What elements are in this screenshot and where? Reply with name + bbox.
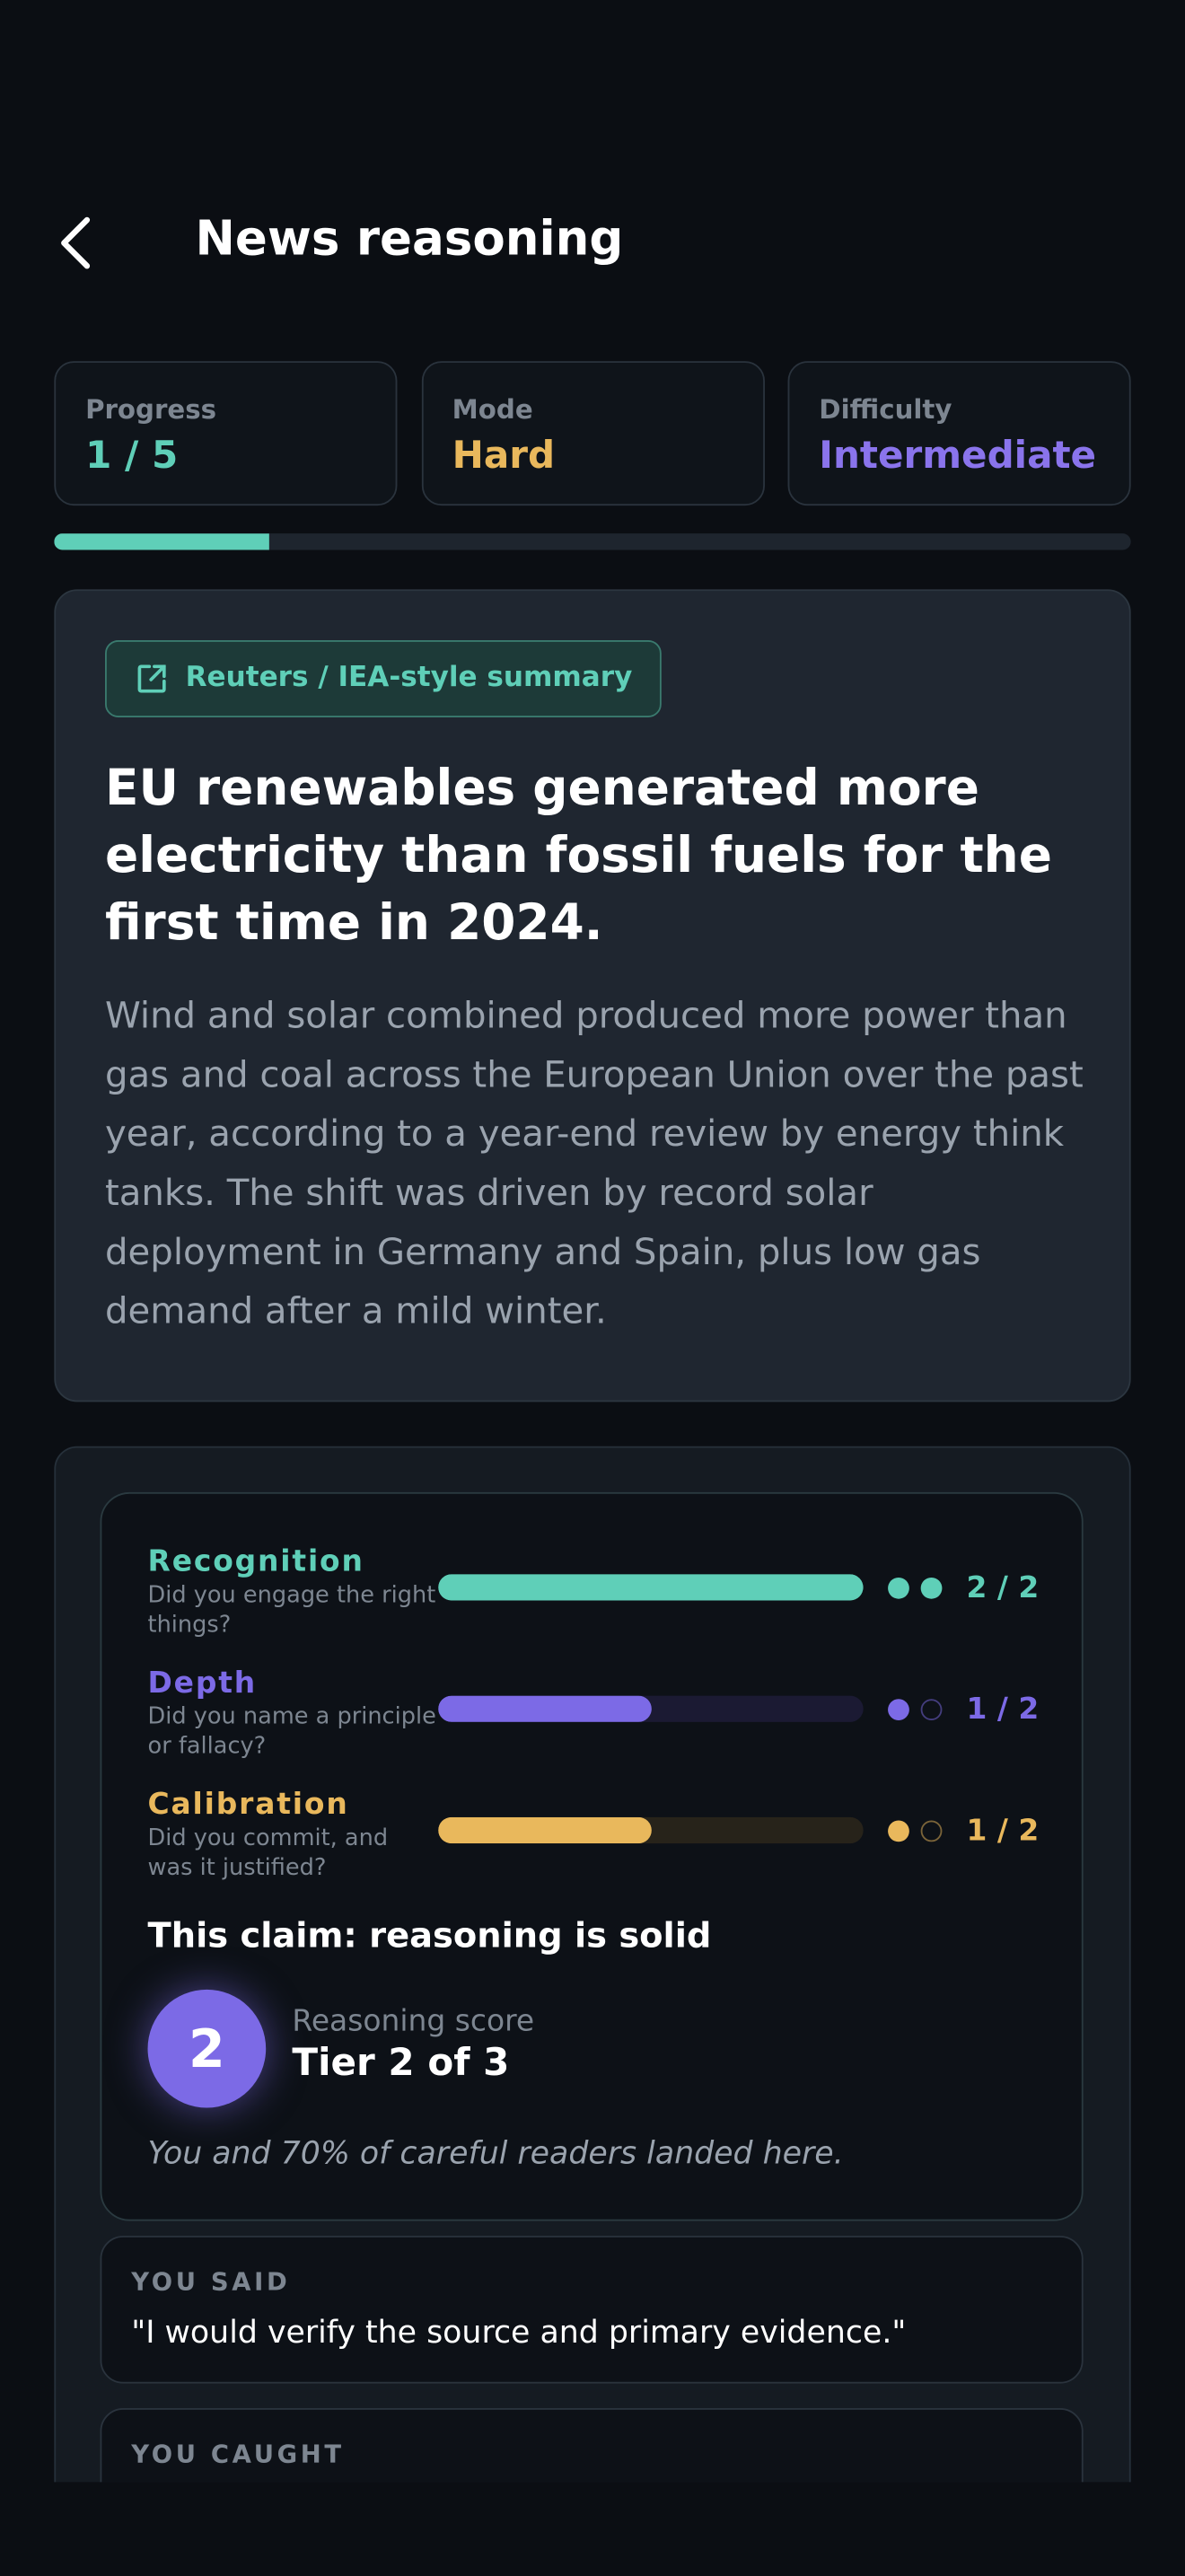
you-caught-card: YOU CAUGHT (100, 2408, 1084, 2483)
score-label: 1 / 2 (966, 1814, 1040, 1849)
score-dot (888, 1820, 909, 1842)
you-caught-label: YOU CAUGHT (131, 2439, 345, 2469)
score-card: This claim: reasoning is solid 2 Reasoni… (100, 1491, 1084, 2221)
score-dot (888, 1577, 909, 1599)
tier-label: Tier 2 of 3 (292, 2042, 510, 2085)
criterion-description: Did you commit, and was it justified? (147, 1825, 389, 1882)
stat-value: Intermediate (819, 435, 1097, 479)
criterion-description: Did you engage the right things? (147, 1582, 436, 1639)
stat-label: Difficulty (819, 393, 952, 426)
criterion-name: Recognition (147, 1544, 364, 1579)
score-label: Reasoning score (292, 2004, 535, 2039)
stat-value: Hard (452, 435, 556, 479)
verdict-title: This claim: reasoning is solid (147, 1915, 712, 1956)
stat-card: Progress 1 / 5 (54, 361, 398, 506)
clip: This claim: reasoning is solid 2 Reasoni… (54, 1446, 1131, 2483)
score-track (438, 1574, 864, 1601)
you-said-text: "I would verify the source and primary e… (131, 2314, 907, 2352)
stat-label: Mode (452, 393, 533, 426)
article-body: Wind and solar combined produced more po… (105, 996, 1084, 1333)
stat-card: Mode Hard (420, 361, 765, 506)
stat-value: 1 / 5 (85, 435, 179, 479)
stat-label: Progress (85, 393, 217, 426)
tier-badge: 2 (147, 1989, 267, 2108)
score-label: 1 / 2 (966, 1692, 1040, 1728)
you-said-label: YOU SAID (131, 2266, 291, 2297)
screen-title: News reasoning (195, 210, 624, 267)
criterion-name: Calibration (147, 1787, 349, 1823)
score-bar (438, 1695, 651, 1722)
criterion-description: Did you name a principle or fallacy? (147, 1703, 436, 1760)
article-card: Reuters / IEA-style summary EU renewable… (54, 589, 1131, 1402)
criterion-name: Depth (147, 1666, 258, 1701)
score-label: 2 / 2 (966, 1570, 1040, 1606)
progress-fill (54, 533, 270, 550)
progress-track (54, 533, 1131, 550)
external-icon (137, 664, 166, 693)
score-track (438, 1816, 864, 1844)
headline: EU renewables generated more electricity… (105, 760, 1052, 953)
you-said-card: YOU SAID "I would verify the source and … (100, 2236, 1084, 2384)
score-dot (920, 1820, 943, 1842)
score-dot (920, 1577, 943, 1599)
score-bar (438, 1574, 864, 1601)
stat-card: Difficulty Intermediate (787, 361, 1131, 506)
back-button[interactable] (54, 214, 97, 273)
verdict-note: You and 70% of careful readers landed he… (147, 2135, 844, 2172)
score-bar (438, 1816, 651, 1844)
score-track (438, 1695, 864, 1722)
source: Reuters / IEA-style summary (185, 661, 633, 695)
source-pill[interactable]: Reuters / IEA-style summary (105, 640, 663, 717)
score-dot (920, 1699, 943, 1721)
score-dot (888, 1699, 909, 1721)
